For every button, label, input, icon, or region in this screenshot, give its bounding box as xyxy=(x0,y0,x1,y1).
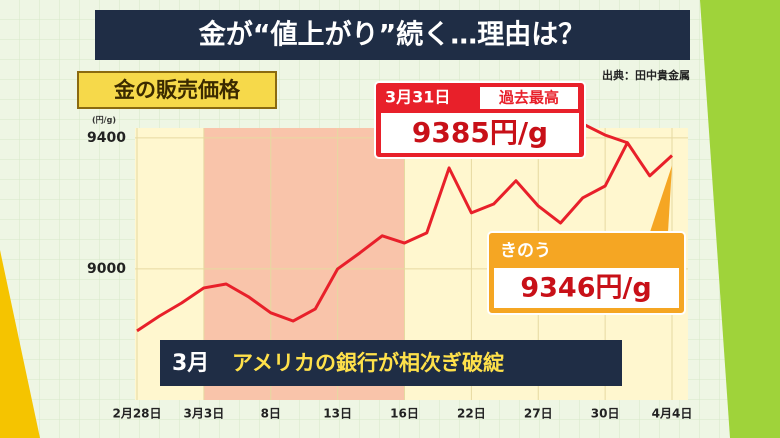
callout-date: 3月31日 xyxy=(385,88,450,107)
banner-month: 3月 xyxy=(172,351,209,376)
x-tick-label: 16日 xyxy=(390,407,419,421)
y-tick-label: 9000 xyxy=(87,261,126,277)
x-tick-label: 13日 xyxy=(323,407,352,421)
y-tick-label: 9400 xyxy=(87,130,126,146)
banner-text: アメリカの銀行が相次ぎ破綻 xyxy=(232,351,505,375)
callout-value: 9346円/g xyxy=(520,273,651,304)
x-tick-label: 8日 xyxy=(261,407,281,421)
decor xyxy=(700,0,780,438)
callout-value: 9385円/g xyxy=(412,116,548,149)
y-axis-label: (円/g) xyxy=(92,116,116,125)
x-tick-label: 30日 xyxy=(591,407,620,421)
banner xyxy=(160,340,622,386)
chart-title: 金が“値上がり”続く…理由は？ xyxy=(198,19,586,51)
x-tick-label: 27日 xyxy=(524,407,553,421)
source: 出典：田中貴金属 xyxy=(602,68,690,82)
overlay: 3月 アメリカの銀行が相次ぎ破綻 3月31日 過去最高 9385円/g きのう 9346円/… xyxy=(160,81,686,386)
pointer xyxy=(584,123,628,145)
subtitle: 金の販売価格 xyxy=(113,78,241,102)
title-bar xyxy=(95,10,690,60)
callout-inner xyxy=(381,113,579,153)
line xyxy=(136,141,674,333)
x-tick-label: 2月28日 xyxy=(112,407,161,421)
x-tick-label: 22日 xyxy=(457,407,486,421)
callout-inner xyxy=(494,268,679,308)
callout-tag-box xyxy=(480,87,578,109)
x-tick-label: 3月3日 xyxy=(184,407,225,421)
decor xyxy=(0,250,40,438)
callout-tag: 過去最高 xyxy=(498,89,559,107)
pointer xyxy=(650,165,672,232)
subtitle-box xyxy=(77,71,277,109)
callout-tag: きのう xyxy=(500,241,551,261)
x-tick-label: 4月4日 xyxy=(652,407,693,421)
